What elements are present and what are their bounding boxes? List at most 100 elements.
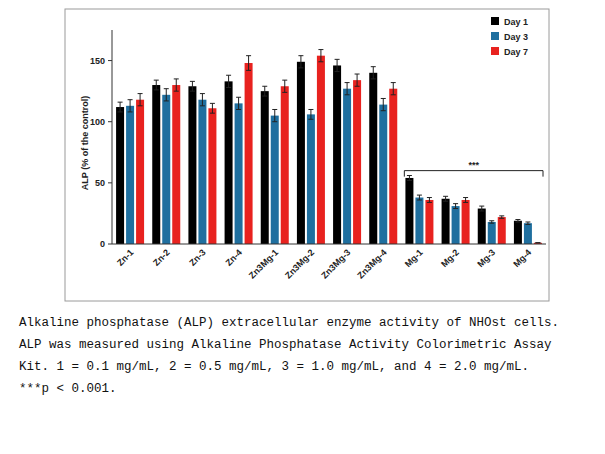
- x-axis: [112, 244, 546, 245]
- significance-bracket: [404, 171, 543, 177]
- error-bar: [525, 222, 530, 224]
- error-bar: [381, 98, 386, 110]
- legend-swatch: [491, 47, 499, 55]
- bar: [271, 116, 279, 244]
- error-stem: [212, 103, 213, 113]
- error-cap: [407, 180, 412, 181]
- error-cap: [318, 61, 323, 62]
- bar: [425, 200, 433, 244]
- error-stem: [238, 97, 239, 109]
- error-cap: [210, 113, 215, 114]
- bar: [162, 95, 170, 244]
- legend-swatch: [491, 17, 499, 25]
- bar: [172, 85, 180, 244]
- error-cap: [272, 121, 277, 122]
- x-tick-label: Mg-4: [511, 247, 533, 269]
- error-cap: [174, 78, 179, 79]
- error-cap: [335, 59, 340, 60]
- error-cap: [128, 99, 133, 100]
- annotation: ***: [468, 160, 479, 170]
- bars: [116, 50, 542, 244]
- bar: [198, 100, 206, 244]
- error-bar: [489, 221, 494, 223]
- error-cap: [345, 82, 350, 83]
- error-cap: [282, 80, 287, 81]
- error-bar: [138, 94, 143, 106]
- error-cap: [164, 88, 169, 89]
- error-stem: [130, 100, 131, 112]
- y-tick: [108, 182, 112, 183]
- y-tick-label: 150: [90, 56, 105, 66]
- error-cap: [535, 242, 540, 243]
- error-cap: [200, 105, 205, 106]
- error-cap: [525, 221, 530, 222]
- bar: [188, 86, 196, 244]
- bar: [514, 221, 522, 244]
- bar: [353, 80, 361, 244]
- bar: [126, 106, 134, 244]
- error-stem: [120, 102, 121, 112]
- error-stem: [248, 56, 249, 71]
- error-cap: [371, 78, 376, 79]
- error-cap: [525, 224, 530, 225]
- error-bar: [210, 103, 215, 113]
- error-stem: [393, 83, 394, 95]
- error-stem: [409, 176, 410, 181]
- bar: [307, 114, 315, 244]
- error-stem: [455, 204, 456, 209]
- error-cap: [174, 91, 179, 92]
- error-bar: [427, 198, 432, 203]
- bar: [462, 200, 470, 244]
- y-tick: [108, 244, 112, 245]
- bar: [405, 178, 413, 244]
- legend-label: Day 1: [504, 17, 528, 27]
- error-cap: [391, 94, 396, 95]
- error-cap: [463, 197, 468, 198]
- error-bar: [318, 50, 323, 62]
- error-cap: [417, 195, 422, 196]
- error-bar: [272, 109, 277, 121]
- error-bar: [262, 86, 267, 96]
- error-bar: [154, 80, 159, 90]
- error-cap: [489, 223, 494, 224]
- error-cap: [246, 70, 251, 71]
- error-cap: [443, 201, 448, 202]
- error-cap: [236, 109, 241, 110]
- bar: [281, 86, 289, 244]
- error-cap: [226, 75, 231, 76]
- error-cap: [443, 196, 448, 197]
- error-bar: [499, 216, 504, 218]
- x-tick-label: Zn3Mg-4: [355, 247, 388, 280]
- bar: [488, 222, 496, 244]
- error-cap: [381, 110, 386, 111]
- y-tick-label: 50: [95, 178, 105, 188]
- bar: [235, 103, 243, 244]
- error-cap: [190, 91, 195, 92]
- error-bar: [417, 195, 422, 200]
- error-cap: [479, 206, 484, 207]
- error-cap: [226, 87, 231, 88]
- error-cap: [355, 86, 360, 87]
- error-bar: [335, 59, 340, 71]
- error-cap: [417, 199, 422, 200]
- error-cap: [138, 93, 143, 94]
- error-bar: [190, 81, 195, 91]
- error-cap: [335, 71, 340, 72]
- error-stem: [347, 83, 348, 95]
- error-stem: [156, 80, 157, 90]
- x-tick-label: Mg-3: [475, 247, 497, 269]
- error-bar: [308, 109, 313, 119]
- chart: 050100150ALP (% of the control)Zn-1Zn-2Z…: [0, 0, 605, 454]
- error-bar: [282, 80, 287, 92]
- y-tick: [108, 121, 112, 122]
- error-cap: [535, 242, 540, 243]
- x-tick-label: Zn-4: [223, 247, 244, 268]
- error-bar: [479, 206, 484, 211]
- error-cap: [371, 66, 376, 67]
- error-stem: [429, 198, 430, 203]
- y-axis-label: ALP (% of the control): [80, 96, 90, 190]
- error-cap: [515, 221, 520, 222]
- error-stem: [300, 56, 301, 68]
- error-cap: [318, 49, 323, 50]
- bar: [524, 223, 532, 244]
